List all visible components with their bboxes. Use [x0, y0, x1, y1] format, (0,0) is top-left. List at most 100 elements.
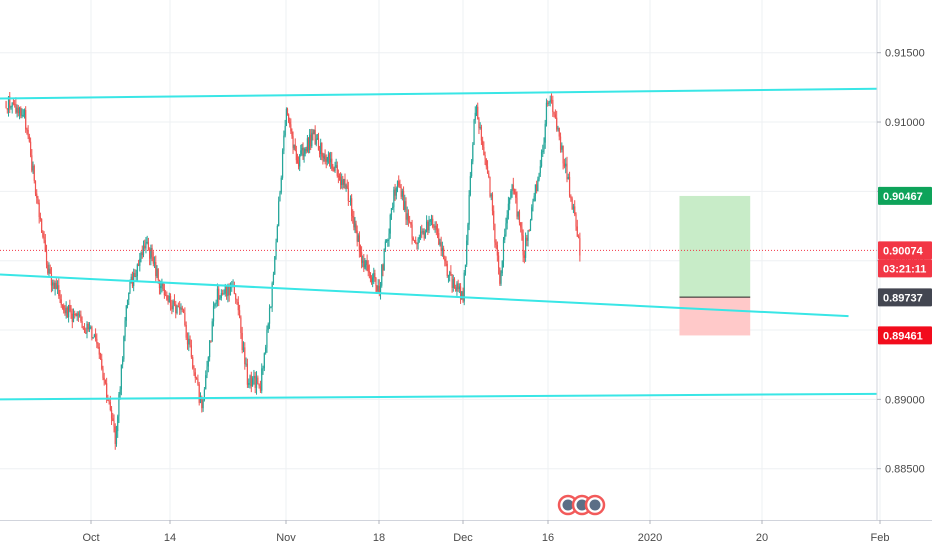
stop-zone[interactable] — [679, 297, 751, 336]
candle — [382, 263, 384, 277]
candle — [140, 251, 142, 263]
candle — [435, 221, 437, 236]
candle — [207, 356, 209, 373]
candle — [353, 211, 355, 231]
candle — [59, 290, 61, 304]
candle — [157, 268, 159, 284]
candle — [424, 229, 427, 239]
candle — [21, 108, 23, 119]
candle — [310, 129, 312, 150]
candle — [393, 186, 395, 213]
candle — [123, 335, 125, 362]
candle — [483, 141, 485, 156]
candle — [259, 380, 262, 393]
candle — [197, 374, 199, 386]
candle — [130, 273, 132, 284]
candle — [163, 283, 165, 299]
candle — [575, 212, 577, 231]
target-zone[interactable] — [679, 195, 751, 298]
candle — [399, 179, 401, 189]
candle — [484, 151, 486, 165]
candle — [363, 254, 365, 273]
candle — [68, 304, 70, 323]
candle — [185, 321, 187, 341]
candle — [449, 270, 451, 282]
candle — [227, 283, 229, 303]
candle — [190, 339, 192, 359]
candle — [205, 370, 207, 390]
candle — [510, 189, 512, 200]
date-tick-label: 18 — [373, 532, 385, 544]
candle — [520, 221, 522, 233]
candle — [390, 207, 393, 220]
candle — [285, 107, 288, 127]
candle — [222, 289, 224, 296]
candle — [472, 142, 474, 165]
candle — [565, 157, 567, 174]
candle — [468, 190, 470, 231]
candle — [515, 188, 517, 204]
candle — [177, 302, 179, 308]
candle — [434, 221, 436, 233]
candle — [55, 278, 57, 290]
candle — [31, 148, 33, 173]
candle — [66, 306, 68, 318]
candle — [563, 158, 566, 169]
earnings-event-icon[interactable] — [584, 494, 606, 516]
candle — [192, 354, 194, 370]
candle — [300, 144, 302, 157]
candle — [206, 360, 208, 379]
date-tick-label: 2020 — [638, 532, 662, 544]
candle — [240, 315, 242, 339]
candle — [182, 308, 185, 314]
candle — [396, 180, 399, 193]
candle — [262, 365, 264, 375]
candle — [404, 194, 406, 213]
candle — [115, 425, 118, 447]
candle — [11, 102, 13, 114]
time-axis[interactable]: Oct 14 Nov 18 Dec 16 2020 20 Feb — [82, 520, 889, 544]
candle — [43, 231, 45, 244]
candle — [186, 332, 189, 350]
candle — [114, 423, 116, 450]
candle — [347, 181, 349, 206]
candle — [152, 251, 154, 267]
candle — [147, 237, 150, 251]
candle — [181, 305, 183, 313]
candle — [309, 129, 311, 154]
candle — [441, 241, 443, 257]
trendlines[interactable] — [0, 87, 878, 401]
candle — [451, 273, 453, 293]
candle — [456, 281, 458, 296]
event-markers[interactable] — [557, 494, 606, 516]
candle — [81, 316, 83, 329]
candle — [338, 173, 341, 181]
candle — [86, 321, 88, 339]
candle — [485, 158, 487, 170]
candle — [422, 228, 424, 235]
candle — [467, 222, 469, 246]
candle — [155, 255, 157, 282]
candle — [313, 129, 315, 135]
candle — [501, 260, 503, 277]
candle — [306, 134, 309, 153]
candle — [249, 374, 251, 389]
candle — [475, 104, 478, 117]
candle — [252, 376, 254, 387]
candle — [432, 215, 434, 229]
candle — [64, 305, 66, 316]
candle — [389, 213, 391, 239]
candle — [283, 130, 285, 155]
position-tool[interactable] — [679, 195, 751, 336]
date-tick-label: 20 — [756, 532, 768, 544]
candle — [75, 312, 77, 317]
candle — [531, 204, 533, 221]
candle — [297, 156, 300, 170]
candle — [53, 279, 55, 289]
candle — [38, 199, 40, 224]
candle — [482, 136, 484, 150]
candle — [440, 236, 442, 256]
candle — [507, 196, 510, 220]
candle — [358, 231, 360, 258]
